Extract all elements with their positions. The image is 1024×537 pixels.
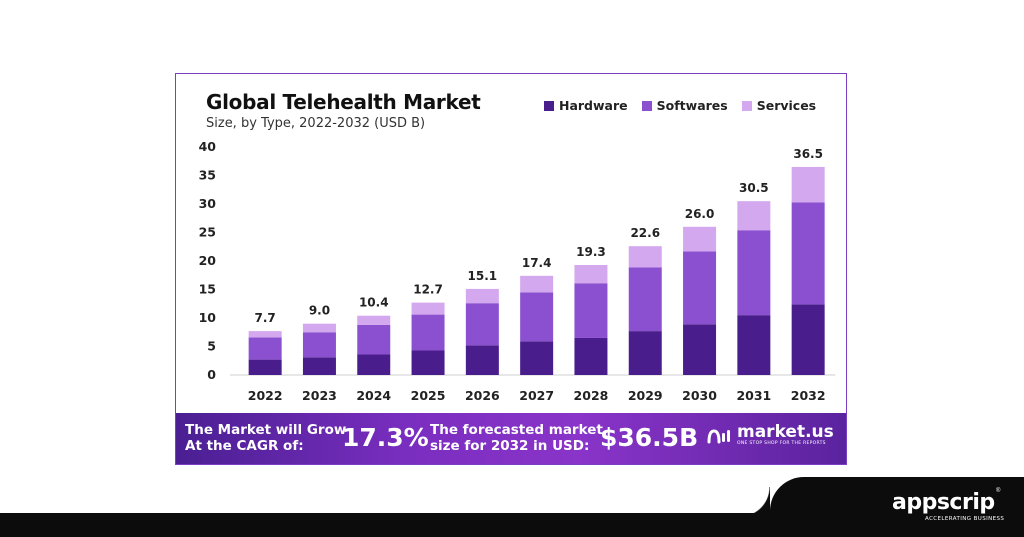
x-tick-label: 2032 (791, 388, 826, 403)
legend-item-services: Services (741, 98, 817, 113)
bar-hardware-2027 (520, 341, 554, 375)
legend-label-hardware: Hardware (559, 98, 628, 113)
market-us-logo: market.us ONE STOP SHOP FOR THE REPORTS (706, 424, 834, 447)
chart-card: Global Telehealth Market Size, by Type, … (175, 73, 847, 465)
bar-hardware-2032 (791, 304, 825, 375)
bar-hardware-2030 (683, 324, 717, 375)
legend-swatch-hardware (544, 100, 554, 111)
footer-brand-tab (740, 477, 1024, 517)
total-label-2027: 17.4 (522, 256, 552, 270)
cagr-label-line-2: At the CAGR of: (185, 438, 304, 454)
x-tick-label: 2026 (465, 388, 500, 403)
total-label-2032: 36.5 (793, 147, 823, 161)
bar-services-2031 (737, 201, 771, 231)
bar-hardware-2023 (302, 357, 336, 375)
bar-hardware-2026 (465, 345, 499, 375)
y-tick-label: 35 (199, 168, 216, 183)
market-us-logo-icon (707, 428, 730, 443)
bar-services-2022 (248, 331, 282, 338)
bar-softwares-2027 (520, 292, 554, 342)
summary-banner: The Market will Grow At the CAGR of: 17.… (176, 413, 846, 464)
bar-services-2032 (791, 166, 825, 203)
legend-item-hardware: Hardware (544, 98, 628, 113)
x-tick-label: 2031 (736, 388, 771, 403)
bar-services-2028 (574, 264, 608, 284)
legend-swatch-services (741, 100, 752, 111)
total-label-2026: 15.1 (468, 269, 498, 283)
x-tick-label: 2023 (302, 388, 337, 403)
total-label-2030: 26.0 (685, 207, 715, 221)
x-tick-label: 2027 (519, 388, 554, 403)
total-label-2024: 10.4 (359, 296, 389, 310)
y-tick-label: 25 (199, 225, 216, 240)
cagr-label: The Market will Grow At the CAGR of: (185, 422, 346, 454)
appscrip-tagline: ACCELERATING BUSINESS (925, 516, 1005, 522)
legend-label-services: Services (756, 98, 817, 113)
total-label-2022: 7.7 (255, 311, 276, 325)
y-tick-label: 20 (199, 253, 217, 268)
y-tick-label: 30 (199, 196, 217, 211)
bar-softwares-2024 (357, 324, 391, 355)
forecast-label: The forecasted market size for 2032 in U… (430, 422, 603, 454)
x-tick-label: 2030 (682, 388, 717, 403)
appscrip-logo: appscrip (892, 490, 995, 515)
bar-softwares-2028 (574, 283, 608, 338)
x-tick-label: 2028 (574, 388, 609, 403)
bar-softwares-2026 (465, 303, 499, 346)
bar-softwares-2022 (248, 337, 282, 360)
bar-services-2027 (520, 275, 554, 293)
bar-hardware-2024 (357, 354, 391, 375)
total-label-2025: 12.7 (413, 283, 443, 297)
x-tick-label: 2025 (411, 388, 446, 403)
bar-softwares-2031 (737, 230, 771, 316)
cagr-label-line-1: The Market will Grow (185, 422, 347, 438)
total-label-2023: 9.0 (309, 304, 330, 318)
total-label-2031: 30.5 (739, 181, 769, 195)
y-tick-label: 0 (207, 367, 216, 382)
bar-hardware-2022 (248, 359, 282, 375)
bar-hardware-2025 (411, 350, 445, 375)
bar-services-2023 (302, 323, 336, 333)
legend-label-softwares: Softwares (656, 98, 728, 113)
bar-chart: 05101520253035407.720229.0202310.4202412… (199, 139, 836, 403)
bar-services-2030 (683, 226, 717, 252)
chart-title: Global Telehealth Market (206, 90, 481, 114)
x-tick-label: 2029 (628, 388, 663, 403)
bar-softwares-2032 (791, 202, 825, 305)
y-tick-label: 10 (199, 310, 217, 325)
appscrip-registered-mark: ® (996, 488, 1001, 494)
x-tick-label: 2024 (356, 388, 391, 403)
market-us-logo-text: market.us ONE STOP SHOP FOR THE REPORTS (737, 424, 834, 447)
bar-services-2024 (357, 315, 391, 325)
footer-bar (0, 513, 1024, 537)
x-tick-label: 2022 (248, 388, 283, 403)
bar-hardware-2029 (628, 331, 662, 375)
y-tick-label: 15 (199, 282, 216, 297)
forecast-label-line-2: size for 2032 in USD: (430, 438, 590, 454)
y-tick-label: 5 (207, 339, 216, 354)
bar-hardware-2031 (737, 315, 771, 375)
chart-legend: Hardware Softwares Services (544, 98, 816, 113)
bar-softwares-2030 (683, 251, 717, 325)
legend-swatch-softwares (641, 100, 652, 111)
bar-softwares-2023 (302, 332, 336, 358)
cagr-value: 17.3% (342, 423, 429, 452)
bar-softwares-2025 (411, 314, 445, 351)
bar-services-2025 (411, 302, 445, 315)
y-tick-label: 40 (199, 139, 217, 154)
bar-hardware-2028 (574, 337, 608, 375)
chart-subtitle: Size, by Type, 2022-2032 (USD B) (206, 116, 426, 131)
bar-services-2029 (628, 246, 662, 268)
forecast-value: $36.5B (600, 423, 699, 452)
total-label-2028: 19.3 (576, 245, 606, 259)
bar-services-2026 (465, 288, 499, 304)
bar-softwares-2029 (628, 267, 662, 332)
market-us-name: market.us (737, 422, 834, 442)
legend-item-softwares: Softwares (641, 98, 728, 113)
forecast-label-line-1: The forecasted market (430, 422, 603, 438)
market-us-tagline: ONE STOP SHOP FOR THE REPORTS (737, 441, 826, 446)
total-label-2029: 22.6 (630, 226, 660, 240)
